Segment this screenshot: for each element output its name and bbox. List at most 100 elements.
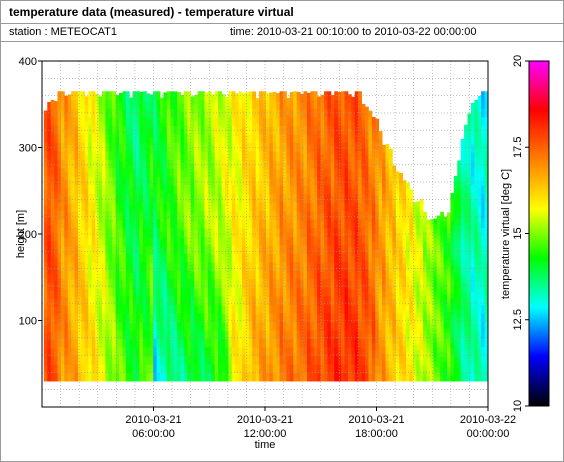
heatmap-cell	[84, 188, 89, 198]
heatmap-cell	[272, 321, 277, 331]
heatmap-cell	[354, 253, 359, 263]
heatmap-cell	[231, 91, 236, 101]
heatmap-cell	[409, 307, 414, 314]
heatmap-cell	[211, 128, 216, 137]
heatmap-cell	[450, 276, 455, 282]
heatmap-cell	[105, 116, 110, 126]
heatmap-cell	[67, 204, 72, 213]
heatmap-cell	[436, 230, 441, 236]
heatmap-cell	[317, 222, 321, 231]
heatmap-cell	[180, 170, 185, 180]
heatmap-cell	[361, 112, 366, 121]
heatmap-cell	[194, 195, 198, 205]
heatmap-cell	[474, 339, 479, 349]
heatmap-cell	[180, 221, 185, 230]
heatmap-cell	[136, 133, 140, 143]
heatmap-cell	[201, 116, 205, 126]
heatmap-cell	[382, 193, 386, 201]
heatmap-cell	[98, 213, 103, 223]
heatmap-cell	[265, 287, 270, 297]
heatmap-cell	[443, 366, 448, 372]
heatmap-cell	[187, 142, 192, 152]
heatmap-cell	[361, 356, 366, 366]
heatmap-cell	[71, 99, 76, 109]
heatmap-cell	[406, 217, 410, 225]
heatmap-cell	[474, 281, 479, 291]
heatmap-cell	[361, 372, 366, 382]
heatmap-cell	[310, 116, 315, 126]
heatmap-cell	[170, 312, 175, 322]
heatmap-cell	[129, 364, 134, 374]
heatmap-cell	[382, 263, 386, 271]
heatmap-cell	[197, 185, 202, 194]
heatmap-cell	[183, 329, 188, 339]
heatmap-cell	[375, 118, 380, 127]
heatmap-cell	[365, 260, 369, 269]
heatmap-cell	[54, 339, 58, 349]
heatmap-cell	[399, 264, 403, 272]
heatmap-cell	[187, 210, 192, 220]
heatmap-cell	[388, 333, 393, 341]
heatmap-cell	[242, 127, 246, 136]
heatmap-cell	[139, 355, 144, 365]
heatmap-cell	[180, 330, 185, 340]
heatmap-cell	[344, 167, 349, 177]
heatmap-cell	[341, 304, 345, 314]
heatmap-cell	[382, 235, 386, 243]
heatmap-cell	[409, 223, 414, 230]
heatmap-cell	[156, 236, 161, 246]
heatmap-cell	[136, 372, 140, 382]
heatmap-cell	[180, 195, 185, 205]
heatmap-cell	[375, 265, 380, 274]
heatmap-cell	[224, 138, 229, 148]
heatmap-cell	[467, 310, 472, 319]
heatmap-cell	[347, 178, 352, 188]
heatmap-cell	[484, 338, 489, 348]
heatmap-cell	[447, 286, 451, 293]
station-label: station : METEOCAT1	[9, 26, 117, 38]
heatmap-cell	[293, 270, 298, 280]
heatmap-cell	[477, 104, 482, 114]
heatmap-cell	[474, 141, 479, 150]
heatmap-cell	[245, 228, 250, 238]
heatmap-cell	[344, 321, 349, 331]
heatmap-cell	[265, 330, 270, 340]
heatmap-cell	[293, 364, 298, 373]
heatmap-cell	[426, 281, 431, 287]
heatmap-cell	[470, 143, 475, 153]
heatmap-cell	[81, 193, 86, 203]
heatmap-cell	[317, 163, 321, 173]
heatmap-cell	[484, 116, 489, 126]
heatmap-cell	[78, 193, 82, 203]
heatmap-cell	[412, 223, 417, 229]
heatmap-cell	[177, 321, 181, 331]
heatmap-cell	[474, 100, 479, 109]
heatmap-cell	[228, 346, 233, 356]
heatmap-cell	[142, 295, 147, 305]
heatmap-cell	[317, 305, 321, 315]
heatmap-cell	[296, 321, 301, 331]
heatmap-cell	[375, 211, 380, 220]
heatmap-cell	[149, 263, 154, 272]
heatmap-cell	[460, 345, 465, 353]
heatmap-cell	[201, 91, 205, 101]
heatmap-cell	[119, 211, 123, 221]
heatmap-cell	[262, 364, 267, 373]
heatmap-cell	[464, 365, 468, 374]
heatmap-cell	[50, 124, 55, 134]
heatmap-cell	[238, 346, 243, 356]
heatmap-cell	[474, 306, 479, 316]
heatmap-cell	[402, 197, 407, 205]
heatmap-cell	[47, 200, 52, 210]
heatmap-cell	[259, 133, 263, 143]
heatmap-cell	[409, 274, 414, 281]
heatmap-cell	[371, 326, 376, 335]
heatmap-cell	[84, 255, 89, 265]
heatmap-cell	[224, 330, 229, 340]
heatmap-cell	[67, 296, 72, 306]
heatmap-cell	[412, 312, 417, 319]
heatmap-cell	[341, 261, 345, 271]
heatmap-cell	[142, 338, 147, 348]
heatmap-cell	[122, 159, 127, 169]
heatmap-cell	[170, 142, 175, 152]
